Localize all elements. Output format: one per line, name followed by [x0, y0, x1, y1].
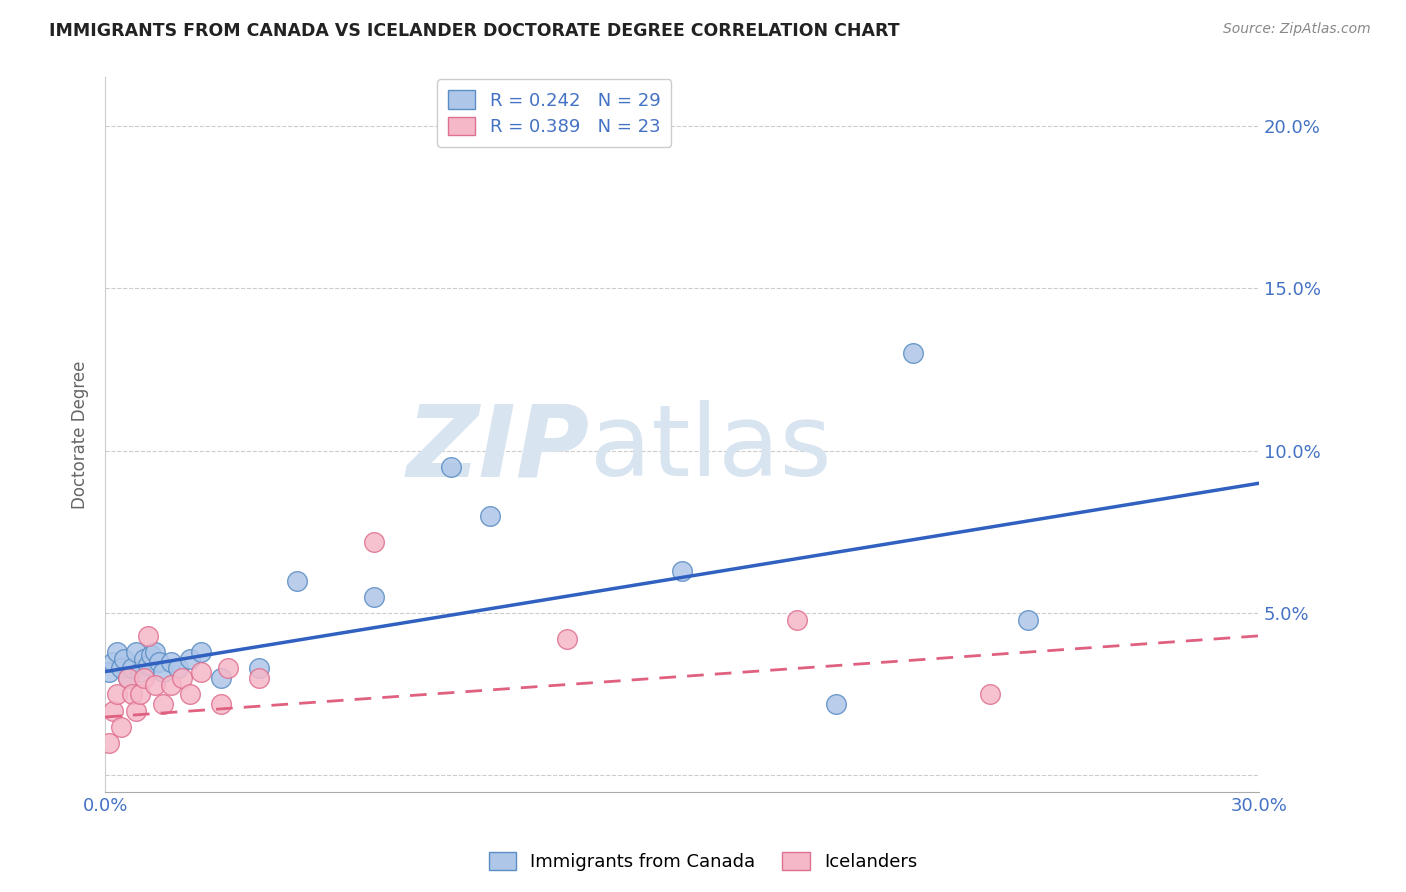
Point	[671, 564, 693, 578]
Point	[824, 697, 846, 711]
Point	[152, 697, 174, 711]
Point	[98, 665, 121, 679]
Point	[121, 661, 143, 675]
Point	[132, 651, 155, 665]
Point	[440, 460, 463, 475]
Text: atlas: atlas	[589, 401, 831, 498]
Point	[110, 661, 132, 675]
Point	[136, 629, 159, 643]
Point	[209, 697, 232, 711]
Point	[128, 687, 150, 701]
Point	[217, 661, 239, 675]
Text: ZIP: ZIP	[406, 401, 589, 498]
Text: Source: ZipAtlas.com: Source: ZipAtlas.com	[1223, 22, 1371, 37]
Legend: Immigrants from Canada, Icelanders: Immigrants from Canada, Icelanders	[481, 845, 925, 879]
Point	[125, 645, 148, 659]
Point	[159, 677, 181, 691]
Point	[152, 665, 174, 679]
Point	[98, 736, 121, 750]
Point	[143, 677, 166, 691]
Point	[121, 687, 143, 701]
Point	[363, 534, 385, 549]
Point	[117, 671, 139, 685]
Point	[478, 508, 501, 523]
Point	[786, 613, 808, 627]
Point	[167, 661, 190, 675]
Point	[143, 645, 166, 659]
Point	[159, 655, 181, 669]
Point	[101, 655, 124, 669]
Y-axis label: Doctorate Degree: Doctorate Degree	[72, 360, 89, 508]
Point	[105, 645, 128, 659]
Point	[555, 632, 578, 646]
Legend: R = 0.242   N = 29, R = 0.389   N = 23: R = 0.242 N = 29, R = 0.389 N = 23	[437, 79, 671, 147]
Point	[209, 671, 232, 685]
Point	[190, 645, 212, 659]
Point	[247, 661, 270, 675]
Text: IMMIGRANTS FROM CANADA VS ICELANDER DOCTORATE DEGREE CORRELATION CHART: IMMIGRANTS FROM CANADA VS ICELANDER DOCT…	[49, 22, 900, 40]
Point	[125, 704, 148, 718]
Point	[132, 671, 155, 685]
Point	[287, 574, 309, 588]
Point	[247, 671, 270, 685]
Point	[172, 671, 194, 685]
Point	[979, 687, 1001, 701]
Point	[190, 665, 212, 679]
Point	[179, 651, 201, 665]
Point	[1017, 613, 1039, 627]
Point	[101, 704, 124, 718]
Point	[110, 720, 132, 734]
Point	[114, 651, 136, 665]
Point	[901, 346, 924, 360]
Point	[117, 671, 139, 685]
Point	[179, 687, 201, 701]
Point	[141, 648, 163, 663]
Point	[105, 687, 128, 701]
Point	[136, 658, 159, 673]
Point	[148, 655, 170, 669]
Point	[363, 590, 385, 604]
Point	[128, 665, 150, 679]
